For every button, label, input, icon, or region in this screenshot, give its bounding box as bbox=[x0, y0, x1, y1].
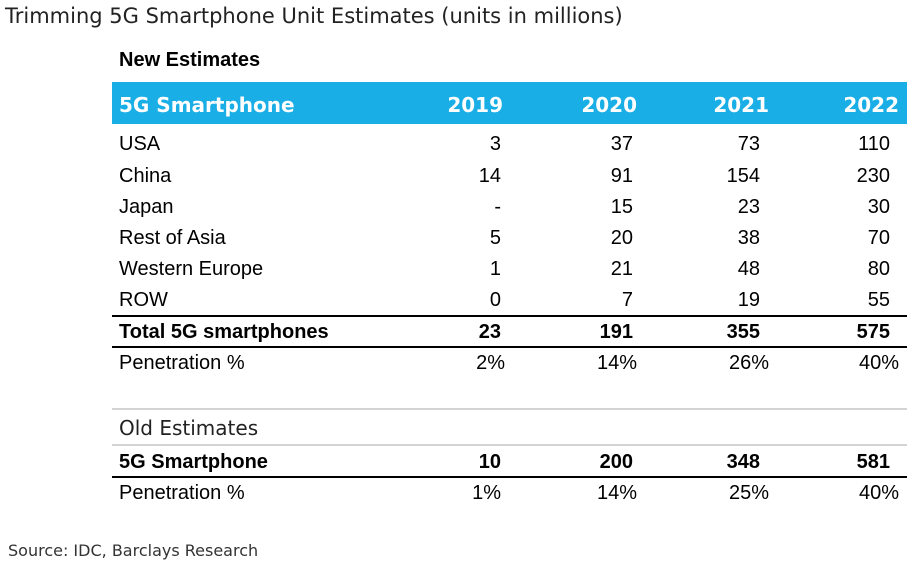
source-note: Source: IDC, Barclays Research bbox=[8, 541, 259, 560]
total-label: Total 5G smartphones bbox=[119, 321, 329, 343]
old-penetration-value: 40% bbox=[858, 482, 899, 504]
cell-value: 0 bbox=[489, 289, 501, 311]
total-top-rule bbox=[112, 315, 907, 317]
cell-value: 19 bbox=[737, 289, 760, 311]
page-title: Trimming 5G Smartphone Unit Estimates (u… bbox=[5, 4, 623, 28]
cell-value: 37 bbox=[610, 133, 633, 155]
cell-value: 80 bbox=[867, 258, 890, 280]
section-divider bbox=[112, 408, 907, 410]
total-value: 575 bbox=[856, 321, 890, 343]
old-estimates-label: Old Estimates bbox=[119, 416, 259, 440]
old-total-rule bbox=[112, 476, 907, 478]
header-band bbox=[112, 82, 907, 124]
row-label: USA bbox=[119, 133, 161, 155]
row-label: ROW bbox=[119, 289, 168, 311]
total-value: 23 bbox=[478, 321, 501, 343]
cell-value: 7 bbox=[621, 289, 633, 311]
cell-value: 23 bbox=[737, 196, 760, 218]
header-year-2021: 2021 bbox=[713, 93, 769, 117]
cell-value: 14 bbox=[478, 165, 501, 187]
row-label: Western Europe bbox=[119, 258, 264, 280]
header-label: 5G Smartphone bbox=[119, 93, 295, 117]
cell-value: 1 bbox=[489, 258, 501, 280]
new-estimates-label: New Estimates bbox=[119, 49, 261, 71]
old-divider bbox=[112, 444, 907, 446]
header-year-2020: 2020 bbox=[581, 93, 637, 117]
cell-value: 230 bbox=[856, 165, 890, 187]
penetration-value: 26% bbox=[728, 352, 769, 374]
cell-value: 55 bbox=[867, 289, 890, 311]
row-label: China bbox=[119, 165, 172, 187]
header-year-2019: 2019 bbox=[447, 93, 503, 117]
header-year-2022: 2022 bbox=[843, 93, 899, 117]
cell-value: 91 bbox=[610, 165, 633, 187]
old-total-label: 5G Smartphone bbox=[119, 451, 268, 473]
penetration-label: Penetration % bbox=[119, 352, 245, 374]
old-penetration-value: 1% bbox=[472, 482, 501, 504]
cell-value: 110 bbox=[858, 133, 890, 155]
row-label: Rest of Asia bbox=[119, 227, 226, 249]
cell-value: 70 bbox=[867, 227, 890, 249]
total-value: 355 bbox=[726, 321, 760, 343]
cell-value: 48 bbox=[737, 258, 760, 280]
old-total-value: 581 bbox=[856, 451, 890, 473]
old-penetration-label: Penetration % bbox=[119, 482, 245, 504]
old-total-value: 348 bbox=[726, 451, 760, 473]
cell-value: 154 bbox=[726, 165, 760, 187]
old-penetration-value: 25% bbox=[728, 482, 769, 504]
old-total-value: 200 bbox=[599, 451, 633, 473]
cell-value: 5 bbox=[489, 227, 501, 249]
cell-value: 73 bbox=[737, 133, 760, 155]
penetration-value: 40% bbox=[858, 352, 899, 374]
total-value: 191 bbox=[599, 321, 633, 343]
cell-value: 30 bbox=[867, 196, 890, 218]
cell-value: - bbox=[494, 196, 501, 218]
cell-value: 15 bbox=[610, 196, 633, 218]
row-label: Japan bbox=[119, 196, 174, 218]
cell-value: 21 bbox=[610, 258, 633, 280]
cell-value: 20 bbox=[610, 227, 633, 249]
penetration-value: 14% bbox=[596, 352, 637, 374]
cell-value: 3 bbox=[489, 133, 501, 155]
total-bottom-rule bbox=[112, 346, 907, 348]
old-total-value: 10 bbox=[478, 451, 501, 473]
old-penetration-value: 14% bbox=[596, 482, 637, 504]
cell-value: 38 bbox=[737, 227, 760, 249]
penetration-value: 2% bbox=[476, 352, 505, 374]
